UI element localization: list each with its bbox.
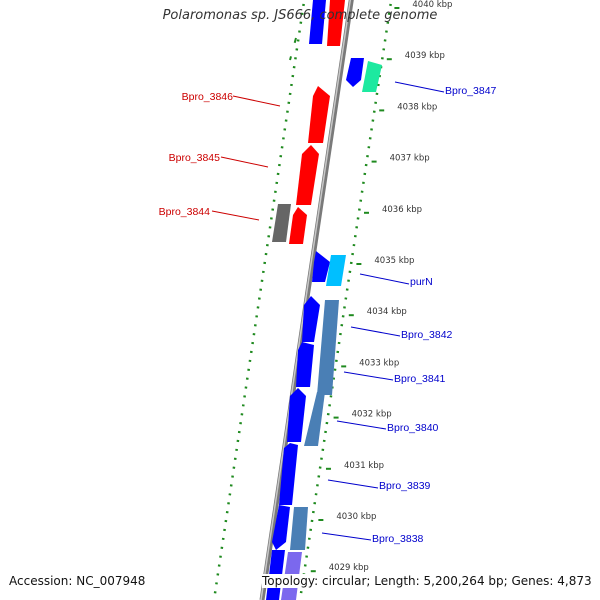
label-bpro-3840[interactable]: Bpro_3840 — [387, 422, 439, 434]
label-bpro-3838[interactable]: Bpro_3838 — [372, 533, 424, 545]
kbp-tick-label: 4034 kbp — [367, 307, 407, 317]
kbp-tick-label: 4038 kbp — [397, 102, 437, 112]
gene-bpro-3838-blue[interactable] — [272, 505, 290, 550]
gc-track-left — [212, 0, 306, 600]
kbp-tick-label: 4030 kbp — [336, 512, 376, 522]
forward-strand-genes — [281, 58, 382, 600]
kbp-tick-label: 4040 kbp — [412, 0, 452, 10]
gene-bpro-3839-blue[interactable] — [279, 443, 298, 505]
gene-bpro-3840-blue[interactable] — [287, 388, 306, 442]
gene-bpro-3838-steel[interactable] — [290, 507, 308, 550]
kbp-tick-label: 4036 kbp — [382, 205, 422, 215]
gene-bpro-3846[interactable] — [308, 86, 330, 143]
gene-bpro-3847-teal[interactable] — [362, 61, 382, 92]
label-bpro-3845[interactable]: Bpro_3845 — [169, 152, 221, 164]
kbp-axis: 4040 kbp 4039 kbp 4038 kbp 4037 kbp 4036 kbp… — [310, 0, 452, 573]
left-gene-labels: Bpro_3846 Bpro_3845 Bpro_3844 — [159, 91, 281, 221]
kbp-tick-label: 4039 kbp — [405, 51, 445, 61]
accession-text: Accession: NC_007948 — [9, 574, 146, 588]
gene-bpro-3847-blue[interactable] — [346, 58, 364, 87]
gene-bpro-3844-gray[interactable] — [272, 204, 291, 242]
genome-title: Polaromonas sp. JS666, complete genome — [162, 8, 438, 23]
gene-bpro-3842-blue[interactable] — [302, 296, 320, 342]
kbp-tick-label: 4037 kbp — [390, 154, 430, 164]
label-bpro-3842[interactable]: Bpro_3842 — [401, 329, 453, 341]
gene-top-blue[interactable] — [309, 0, 326, 44]
gene-bpro-3841-blue[interactable] — [296, 342, 314, 387]
label-bpro-3846[interactable]: Bpro_3846 — [182, 91, 234, 103]
kbp-tick-label: 4031 kbp — [344, 461, 384, 471]
gene-top-red[interactable] — [327, 0, 345, 46]
right-gene-labels: Bpro_3847 purN Bpro_3842 Bpro_3841 Bpro_… — [321, 81, 497, 545]
label-bpro-3839[interactable]: Bpro_3839 — [379, 480, 431, 492]
gene-purn-blue[interactable] — [312, 251, 330, 282]
kbp-tick-label: 4032 kbp — [352, 410, 392, 420]
gene-bpro-3842-steel[interactable] — [317, 300, 339, 395]
chromosome-backbone — [259, 0, 354, 600]
gene-bpro-3845[interactable] — [296, 145, 319, 205]
label-bpro-3841[interactable]: Bpro_3841 — [394, 373, 446, 385]
label-bpro-3847[interactable]: Bpro_3847 — [445, 85, 497, 97]
kbp-tick-label: 4033 kbp — [359, 358, 399, 368]
kbp-tick-label: 4029 kbp — [329, 563, 369, 573]
gene-purn-cyan[interactable] — [326, 255, 346, 286]
genome-summary-text: Topology: circular; Length: 5,200,264 bp… — [262, 574, 592, 588]
gene-bpro-3844-red[interactable] — [289, 207, 307, 244]
kbp-tick-label: 4035 kbp — [374, 256, 414, 266]
gene-bpro-3840-steel[interactable] — [304, 392, 325, 446]
label-purn[interactable]: purN — [410, 276, 433, 288]
label-bpro-3844[interactable]: Bpro_3844 — [159, 206, 211, 218]
